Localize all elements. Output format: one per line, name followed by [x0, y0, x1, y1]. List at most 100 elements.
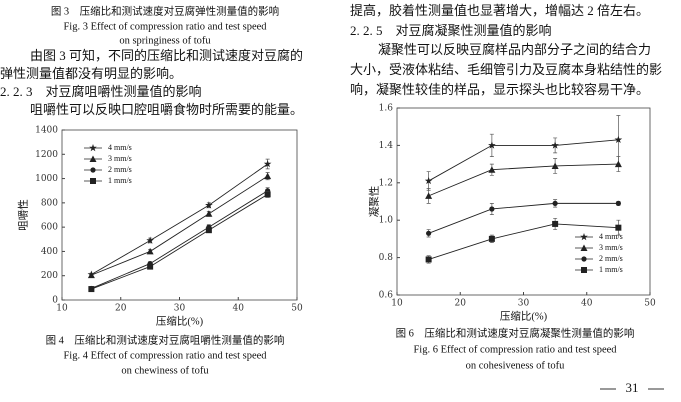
- marker: [264, 172, 272, 180]
- y-tick-label: 1400: [35, 126, 58, 136]
- marker: [89, 155, 97, 162]
- y-tick-label: 1.6: [379, 104, 394, 114]
- legend-label: 1 mm/s: [599, 265, 623, 274]
- marker: [425, 192, 433, 199]
- y-tick-label: 0.8: [379, 253, 394, 263]
- y-tick-label: 1000: [35, 174, 58, 184]
- marker: [146, 247, 154, 255]
- y-tick-label: 600: [41, 223, 58, 233]
- x-tick-label: 10: [391, 299, 403, 309]
- x-tick-label: 10: [56, 304, 68, 314]
- marker: [580, 244, 588, 251]
- caption: on chewiness of tofu: [121, 365, 209, 376]
- heading: 2. 2. 5 对豆腐凝聚性测量值的影响: [350, 23, 552, 38]
- marker: [615, 224, 622, 231]
- caption: on springiness of tofu: [119, 35, 211, 46]
- marker: [424, 176, 433, 185]
- caption: Fig. 4 Effect of compression ratio and t…: [63, 350, 267, 361]
- x-tick-label: 20: [115, 304, 127, 314]
- heading: 2. 2. 3 对豆腐咀嚼性测量值的影响: [0, 84, 202, 99]
- x-tick-label: 50: [291, 304, 303, 314]
- caption: on cohesiveness of tofu: [466, 360, 566, 371]
- series-line: [428, 223, 619, 260]
- marker: [87, 271, 95, 279]
- page-number: 31: [626, 380, 639, 395]
- y-tick-label: 1200: [35, 150, 58, 160]
- marker: [581, 267, 587, 273]
- x-axis-label: 压缩比(%): [156, 314, 204, 327]
- x-tick-label: 40: [233, 304, 245, 314]
- legend-label: 4 mm/s: [108, 143, 132, 152]
- y-tick-label: 400: [41, 247, 58, 257]
- paragraph-line: 咀嚼性可以反映口腔咀嚼食物时所需要的能量。: [30, 102, 303, 117]
- marker: [551, 162, 559, 169]
- legend-label: 4 mm/s: [599, 232, 623, 241]
- series-line: [91, 193, 268, 290]
- marker: [205, 210, 213, 217]
- y-tick-label: 200: [41, 271, 58, 281]
- marker: [425, 256, 432, 263]
- series-line: [428, 139, 619, 182]
- paragraph-line: 弹性测量值都没有明显的影响。: [0, 66, 182, 81]
- series-line: [91, 163, 268, 275]
- legend-label: 3 mm/s: [108, 154, 132, 163]
- legend-label: 1 mm/s: [108, 176, 132, 185]
- series-line: [91, 175, 268, 276]
- paragraph-line: 响，凝聚性较佳的样品，显示探头也比较容易干净。: [350, 82, 649, 97]
- caption: 图 4 压缩比和测试速度对豆腐咀嚼性测量值的影响: [46, 333, 285, 346]
- marker: [615, 200, 621, 206]
- series-line: [428, 202, 619, 234]
- marker: [88, 286, 95, 293]
- marker: [90, 178, 96, 184]
- marker: [205, 227, 212, 234]
- legend-label: 2 mm/s: [599, 254, 623, 263]
- caption: Fig. 3 Effect of compression ratio and t…: [63, 21, 267, 32]
- marker: [264, 191, 271, 198]
- marker: [146, 236, 154, 244]
- marker: [147, 263, 154, 270]
- marker: [489, 206, 495, 212]
- marker: [263, 160, 272, 168]
- marker: [89, 144, 97, 152]
- caption: 图 6 压缩比和测试速度对豆腐凝聚性测量值的影响: [396, 326, 635, 339]
- caption: 图 3 压缩比和测试速度对豆腐弹性测量值的影响: [51, 4, 279, 17]
- y-tick-label: 1.0: [379, 216, 394, 226]
- marker: [90, 167, 96, 173]
- y-tick-label: 0: [52, 296, 58, 306]
- paragraph-line: 凝聚性可以反映豆腐样品内部分子之间的结合力: [378, 42, 651, 57]
- marker: [488, 141, 496, 149]
- marker: [580, 233, 588, 241]
- x-axis-label: 压缩比(%): [500, 309, 548, 322]
- paragraph-line: 大小，受液体粘结、毛细管引力及豆腐本身粘结性的影: [350, 62, 662, 77]
- marker: [552, 200, 558, 206]
- marker: [426, 230, 432, 236]
- y-tick-label: 1.2: [379, 178, 393, 188]
- y-tick-label: 1.4: [379, 141, 394, 151]
- legend-label: 2 mm/s: [108, 165, 132, 174]
- series-line: [91, 190, 268, 289]
- x-tick-label: 50: [644, 299, 656, 309]
- marker: [488, 235, 495, 242]
- marker: [552, 220, 559, 227]
- caption: Fig. 6 Effect of compression ratio and t…: [413, 344, 617, 355]
- marker: [488, 166, 496, 173]
- y-axis-label: 凝聚性: [367, 186, 380, 218]
- y-tick-label: 0.6: [379, 291, 394, 301]
- x-tick-label: 40: [581, 299, 593, 309]
- legend-label: 3 mm/s: [599, 243, 623, 252]
- plot-frame: [61, 129, 298, 301]
- x-tick-label: 20: [455, 299, 467, 309]
- series-line: [428, 163, 619, 197]
- y-tick-label: 800: [41, 198, 58, 208]
- x-tick-label: 30: [174, 304, 186, 314]
- paragraph-line: 由图 3 可知，不同的压缩比和测试速度对豆腐的: [30, 48, 303, 63]
- marker: [205, 201, 213, 209]
- x-tick-label: 30: [518, 299, 530, 309]
- marker: [614, 160, 622, 168]
- marker: [551, 141, 559, 149]
- paragraph-line: 提高，胶着性测量值也显著增大，增幅达 2 倍左右。: [350, 3, 649, 18]
- y-axis-label: 咀嚼性: [16, 199, 29, 231]
- marker: [614, 135, 623, 144]
- marker: [581, 256, 587, 262]
